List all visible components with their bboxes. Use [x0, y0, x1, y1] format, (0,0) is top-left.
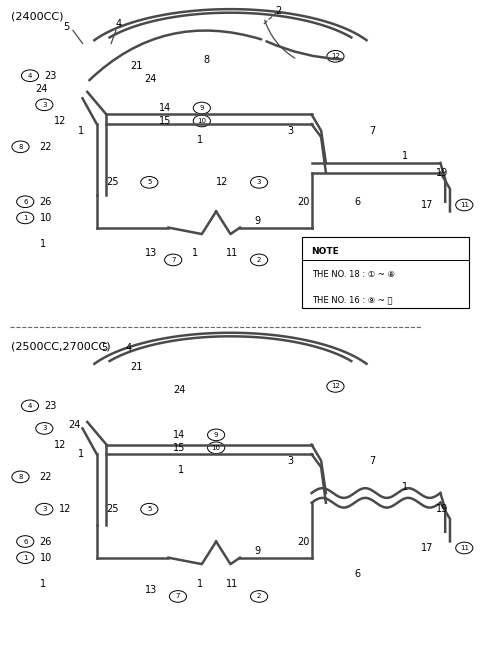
Text: 3: 3 — [288, 126, 294, 136]
Text: THE NO. 18 : ① ~ ⑧: THE NO. 18 : ① ~ ⑧ — [312, 270, 395, 279]
Text: 10: 10 — [39, 552, 52, 563]
Text: 23: 23 — [44, 71, 57, 81]
Text: 3: 3 — [257, 179, 261, 186]
Text: 8: 8 — [18, 474, 23, 480]
Text: 24: 24 — [35, 83, 47, 94]
Text: 22: 22 — [39, 472, 52, 482]
Text: 1: 1 — [39, 239, 46, 249]
Text: 9: 9 — [214, 432, 218, 438]
Text: 10: 10 — [39, 213, 52, 223]
Text: 7: 7 — [369, 126, 375, 136]
Text: 9: 9 — [200, 105, 204, 111]
Text: 1: 1 — [192, 249, 198, 258]
Text: 6: 6 — [23, 199, 27, 205]
Text: 12: 12 — [54, 440, 66, 449]
Text: 1: 1 — [78, 126, 84, 136]
Text: 1: 1 — [197, 135, 203, 146]
Text: 14: 14 — [159, 103, 171, 113]
Text: 15: 15 — [159, 116, 171, 126]
Text: 6: 6 — [23, 539, 27, 544]
Text: 17: 17 — [421, 200, 434, 210]
Text: 1: 1 — [402, 152, 408, 161]
Text: 25: 25 — [107, 504, 119, 514]
Text: 1: 1 — [23, 555, 27, 561]
Text: 4: 4 — [125, 342, 132, 353]
Text: 17: 17 — [421, 543, 434, 553]
Text: 12: 12 — [331, 53, 340, 59]
Text: 15: 15 — [173, 443, 186, 453]
Text: 10: 10 — [197, 118, 206, 124]
Text: 11: 11 — [226, 579, 238, 588]
Text: (2500CC,2700CC): (2500CC,2700CC) — [11, 341, 110, 351]
Text: 9: 9 — [254, 546, 261, 556]
Text: 26: 26 — [39, 197, 52, 207]
Text: 20: 20 — [297, 537, 310, 546]
Text: 6: 6 — [355, 197, 360, 207]
Text: 2: 2 — [257, 594, 261, 600]
Text: 1: 1 — [197, 579, 203, 588]
Text: 12: 12 — [216, 177, 228, 188]
Text: 11: 11 — [460, 545, 469, 551]
Text: 2: 2 — [275, 6, 281, 16]
Text: 4: 4 — [28, 73, 32, 79]
Text: 5: 5 — [63, 22, 70, 32]
Text: 19: 19 — [436, 168, 448, 178]
Text: 8: 8 — [18, 144, 23, 150]
Text: 1: 1 — [23, 215, 27, 221]
Text: 12: 12 — [59, 504, 71, 514]
Text: 7: 7 — [369, 456, 375, 466]
Text: 2: 2 — [257, 257, 261, 263]
Text: 7: 7 — [171, 257, 175, 263]
Text: 25: 25 — [107, 177, 119, 188]
Text: 24: 24 — [173, 384, 186, 395]
Text: 20: 20 — [297, 197, 310, 207]
Text: 24: 24 — [68, 420, 81, 430]
Text: 12: 12 — [54, 116, 66, 126]
Text: 4: 4 — [28, 403, 32, 409]
Text: 8: 8 — [204, 54, 210, 64]
Text: 3: 3 — [288, 456, 294, 466]
Text: 9: 9 — [254, 216, 261, 226]
Text: 5: 5 — [147, 179, 152, 186]
Text: 23: 23 — [44, 401, 57, 411]
Text: 4: 4 — [116, 19, 122, 29]
Text: 11: 11 — [460, 202, 469, 208]
Text: 22: 22 — [39, 142, 52, 152]
Text: 21: 21 — [130, 61, 143, 71]
Text: 10: 10 — [212, 445, 221, 451]
Text: NOTE: NOTE — [312, 247, 339, 256]
Text: 19: 19 — [436, 504, 448, 514]
FancyBboxPatch shape — [302, 237, 469, 308]
Text: 1: 1 — [78, 449, 84, 459]
Text: 5: 5 — [147, 506, 152, 512]
Text: 26: 26 — [39, 537, 52, 546]
Text: 21: 21 — [130, 362, 143, 372]
Text: 6: 6 — [355, 569, 360, 579]
Text: 1: 1 — [402, 482, 408, 491]
Text: 1: 1 — [178, 465, 184, 476]
Text: 13: 13 — [144, 585, 157, 595]
Text: 3: 3 — [42, 506, 47, 512]
Text: 24: 24 — [144, 74, 157, 84]
Text: 5: 5 — [102, 342, 108, 353]
Text: 3: 3 — [42, 425, 47, 432]
Text: 3: 3 — [42, 102, 47, 108]
Text: 12: 12 — [331, 383, 340, 390]
Text: THE NO. 16 : ⑨ ~ ⑫: THE NO. 16 : ⑨ ~ ⑫ — [312, 295, 392, 304]
Text: 13: 13 — [144, 249, 157, 258]
Text: (2400CC): (2400CC) — [11, 11, 63, 21]
Text: 11: 11 — [226, 249, 238, 258]
Text: 14: 14 — [173, 430, 185, 440]
Text: 1: 1 — [39, 579, 46, 588]
Text: 7: 7 — [176, 594, 180, 600]
